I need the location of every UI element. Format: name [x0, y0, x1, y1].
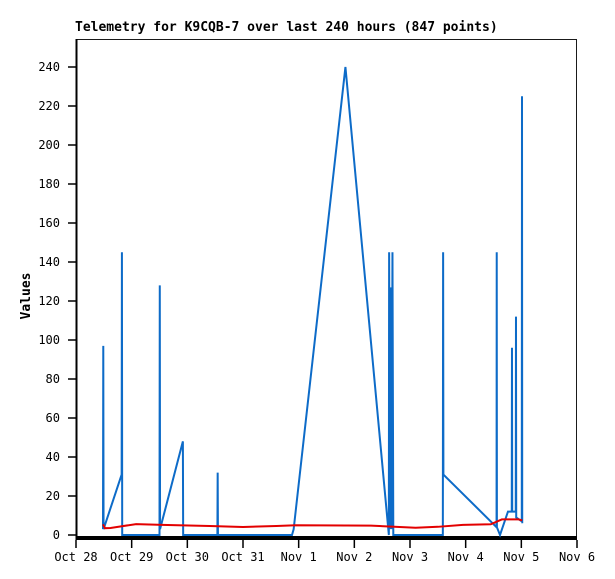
- y-tick-label: 220: [38, 99, 60, 113]
- x-tick-label: Oct 29: [110, 550, 153, 564]
- x-axis-line: [76, 536, 577, 540]
- x-tick-label: Oct 28: [54, 550, 97, 564]
- x-axis-ticks: Oct 28 Oct 29 Oct 30 Oct 31 Nov 1 Nov 2 Nov 3 N…: [54, 540, 595, 564]
- x-tick-label: Nov 6: [559, 550, 595, 564]
- x-tick-label: Nov 2: [336, 550, 372, 564]
- plot-frame: [75, 39, 577, 540]
- y-tick-label: 20: [46, 489, 60, 503]
- series-layer: [102, 66, 524, 538]
- y-tick-label: 240: [38, 60, 60, 74]
- y-tick-label: 120: [38, 294, 60, 308]
- x-tick-label: Nov 1: [281, 550, 317, 564]
- series-telemetry-values-line: [102, 66, 524, 538]
- y-tick-label: 80: [46, 372, 60, 386]
- y-tick-label: 0: [53, 528, 60, 542]
- y-tick-label: 40: [46, 450, 60, 464]
- y-axis-ticks: 0 20 40 60 80 100 120 140 160 180 200 220 240: [38, 60, 76, 542]
- y-tick-label: 100: [38, 333, 60, 347]
- y-tick-label: 60: [46, 411, 60, 425]
- x-tick-label: Nov 3: [392, 550, 428, 564]
- y-tick-label: 200: [38, 138, 60, 152]
- x-tick-label: Oct 30: [166, 550, 209, 564]
- chart-title: Telemetry for K9CQB-7 over last 240 hour…: [75, 20, 498, 35]
- y-tick-label: 180: [38, 177, 60, 191]
- x-tick-label: Nov 5: [503, 550, 539, 564]
- series-telemetry-average-line: [102, 518, 523, 530]
- y-tick-label: 140: [38, 255, 60, 269]
- y-axis-label: Values: [19, 273, 34, 320]
- y-tick-label: 160: [38, 216, 60, 230]
- x-tick-label: Oct 31: [221, 550, 264, 564]
- x-tick-label: Nov 4: [448, 550, 484, 564]
